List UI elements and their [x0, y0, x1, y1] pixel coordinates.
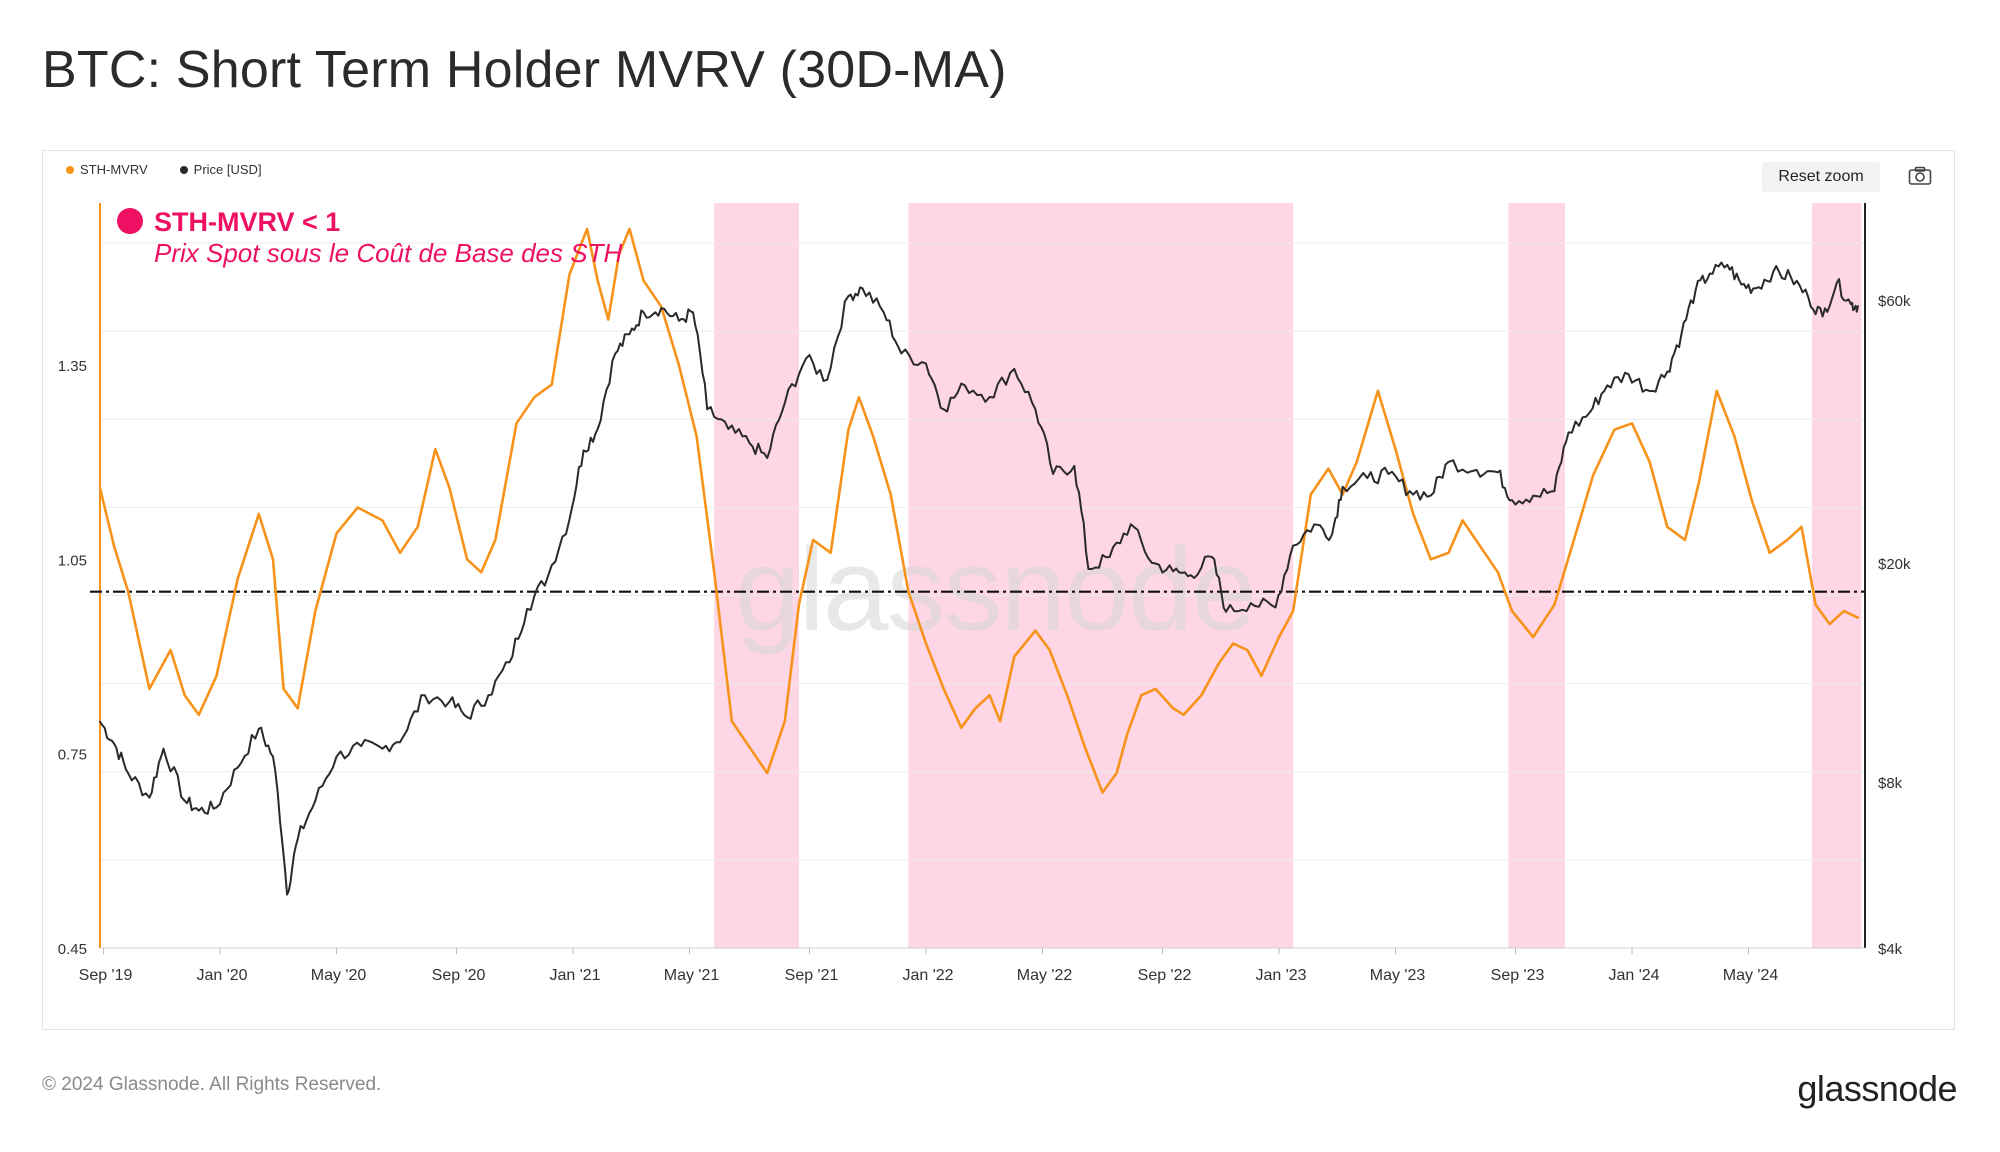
- x-tick-label: Jan '23: [1255, 967, 1306, 984]
- left-y-tick-label: 0.75: [58, 747, 87, 764]
- x-tick-label: Sep '19: [79, 967, 133, 984]
- shaded-region-sth-mvrv-below-1: [908, 203, 1294, 948]
- right-y-tick-label: $60k: [1878, 293, 1911, 310]
- x-tick-label: May '20: [311, 967, 367, 984]
- annotation-subtitle: Prix Spot sous le Coût de Base des STH: [154, 238, 622, 268]
- glassnode-logo[interactable]: glassnode: [1797, 1068, 1957, 1109]
- legend-label: STH-MVRV: [80, 162, 148, 177]
- left-y-tick-label: 1.05: [58, 552, 87, 569]
- legend-dot-sth-mvrv-icon: [66, 165, 74, 174]
- x-tick-label: Jan '20: [196, 967, 247, 984]
- x-tick-label: Sep '21: [785, 967, 839, 984]
- x-tick-label: May '23: [1370, 967, 1426, 984]
- shaded-region-sth-mvrv-below-1: [1812, 203, 1862, 948]
- x-tick-label: May '24: [1723, 967, 1779, 984]
- page-title: BTC: Short Term Holder MVRV (30D-MA): [42, 41, 1007, 99]
- annotation-title: STH-MVRV < 1: [154, 207, 340, 237]
- annotation-dot-icon: [117, 208, 143, 234]
- chart-frame: [42, 150, 1955, 1030]
- right-y-tick-label: $20k: [1878, 556, 1911, 573]
- x-tick-label: Jan '21: [549, 967, 600, 984]
- x-tick-label: May '21: [664, 967, 720, 984]
- left-y-tick-label: 0.45: [58, 941, 87, 958]
- x-tick-label: May '22: [1017, 967, 1073, 984]
- x-tick-label: Jan '24: [1608, 967, 1659, 984]
- legend-dot-price-icon: [179, 165, 188, 174]
- right-y-tick-label: $4k: [1878, 941, 1903, 958]
- legend-label: Price [USD]: [193, 162, 262, 177]
- x-tick-label: Sep '20: [432, 967, 486, 984]
- chart-legend: STH-MVRV Price [USD]: [66, 162, 262, 177]
- left-y-tick-label: 1.35: [58, 358, 87, 375]
- legend-item-price[interactable]: Price [USD]: [179, 162, 262, 177]
- right-y-tick-label: $8k: [1878, 775, 1903, 792]
- x-tick-label: Sep '22: [1138, 967, 1192, 984]
- series-line-price: [99, 261, 1859, 896]
- shaded-region-sth-mvrv-below-1: [714, 203, 799, 948]
- annotation: STH-MVRV < 1 Prix Spot sous le Coût de B…: [117, 207, 622, 268]
- series-line-sth-mvrv: [98, 227, 1860, 794]
- x-tick-label: Sep '23: [1491, 967, 1545, 984]
- camera-icon[interactable]: [1908, 166, 1932, 186]
- copyright-notice: © 2024 Glassnode. All Rights Reserved.: [42, 1074, 382, 1095]
- reset-zoom-button[interactable]: Reset zoom: [1762, 162, 1880, 192]
- shaded-region-sth-mvrv-below-1: [1508, 203, 1565, 948]
- legend-item-sth-mvrv[interactable]: STH-MVRV: [66, 162, 148, 177]
- x-tick-label: Jan '22: [902, 967, 953, 984]
